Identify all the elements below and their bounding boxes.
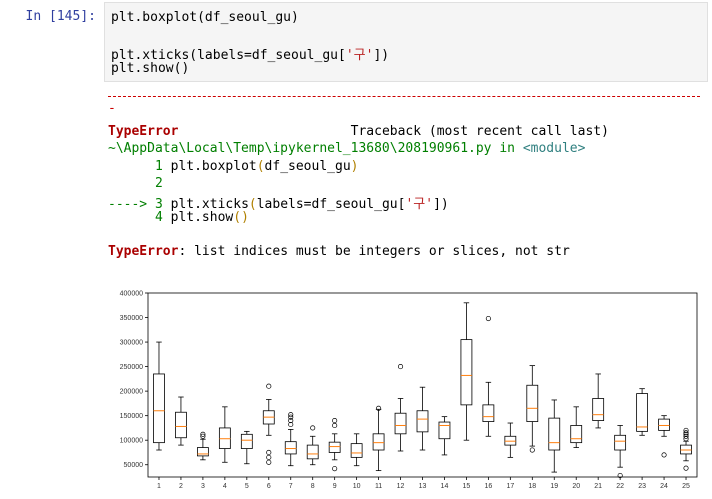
y-tick-label: 300000 <box>120 340 143 347</box>
x-tick-label: 5 <box>245 483 249 490</box>
x-tick-label: 17 <box>506 483 514 490</box>
box-flier <box>266 383 272 389</box>
traceback-divider <box>108 96 700 97</box>
traceback-location: ~\AppData\Local\Temp\ipykernel_13680\208… <box>108 141 586 156</box>
x-tick-label: 19 <box>550 483 558 490</box>
code-line: plt.boxplot(df_seoul_gu) <box>111 10 299 25</box>
x-tick-label: 16 <box>484 483 492 490</box>
y-tick-label: 100000 <box>120 438 143 445</box>
boxplot-chart: 50000 100000 150000 200000 250000 300000 35000… <box>120 291 698 490</box>
box-body <box>658 418 670 431</box>
x-tick-label: 12 <box>397 483 405 490</box>
box-flier <box>266 449 272 456</box>
box-flier <box>332 466 338 472</box>
x-tick-label: 18 <box>528 483 536 490</box>
error-message: TypeError: list indices must be integers… <box>108 244 570 259</box>
y-tick-label: 400000 <box>120 291 143 298</box>
y-tick-label: 50000 <box>124 462 144 469</box>
box-flier <box>397 364 404 370</box>
box-body <box>306 444 319 460</box>
box-body <box>175 411 187 439</box>
x-tick-label: 3 <box>201 483 205 490</box>
box-flier <box>266 459 272 465</box>
box-body <box>438 421 451 440</box>
box-flier <box>376 405 382 411</box>
x-tick-label: 4 <box>223 483 227 490</box>
box-flier <box>332 418 338 424</box>
x-tick-label: 6 <box>267 483 271 490</box>
x-tick-label: 13 <box>419 483 427 490</box>
box-body <box>218 427 231 449</box>
traceback-line-current: ----> 3 plt.xticks(labels=df_seoul_gu['구… <box>108 197 449 212</box>
box-body <box>394 412 407 435</box>
code-line: plt.show() <box>111 61 190 76</box>
x-tick-label: 25 <box>682 483 690 490</box>
box-body <box>153 373 165 444</box>
box-flier <box>683 433 689 439</box>
box-body <box>284 441 297 455</box>
box-flier <box>288 421 294 428</box>
box-body <box>372 433 385 451</box>
y-tick-label: 350000 <box>120 315 143 322</box>
x-tick-label: 10 <box>353 483 361 490</box>
box-body <box>460 339 473 406</box>
code-line: plt.xticks(labels=df_seoul_gu['구']) <box>111 48 390 63</box>
box-body <box>570 425 583 444</box>
box-flier <box>661 452 667 458</box>
x-tick-label: 8 <box>311 483 315 490</box>
x-tick-label: 1 <box>157 483 161 490</box>
box-flier <box>310 425 316 431</box>
box-flier <box>266 454 272 460</box>
x-tick-label: 15 <box>463 483 471 490</box>
code-cell[interactable]: plt.boxplot(df_seoul_gu) plt.xticks(labe… <box>104 2 708 82</box>
box-body <box>614 434 627 451</box>
x-tick-label: 23 <box>638 483 646 490</box>
x-tick-label: 9 <box>333 483 337 490</box>
x-tick-label: 14 <box>441 483 449 490</box>
box-body <box>240 433 253 449</box>
x-tick-label: 24 <box>660 483 668 490</box>
box-flier <box>617 472 623 479</box>
box-flier <box>683 465 689 471</box>
box-body <box>526 384 539 422</box>
x-tick-label: 22 <box>616 483 624 490</box>
box-flier <box>683 427 689 433</box>
input-prompt: In [145]: <box>25 9 96 24</box>
box-flier <box>200 433 206 439</box>
x-tick-label: 20 <box>572 483 580 490</box>
x-tick-label: 11 <box>375 483 382 490</box>
box-flier <box>288 418 294 424</box>
y-tick-label: 150000 <box>120 413 143 420</box>
box-flier <box>288 414 294 420</box>
traceback-line: 2 <box>108 176 163 191</box>
traceback-header: TypeError Traceback (most recent call la… <box>108 124 609 139</box>
box-body <box>197 447 209 457</box>
traceback-line: 1 plt.boxplot(df_seoul_gu) <box>108 159 359 174</box>
box-flier <box>332 422 338 429</box>
x-tick-label: 7 <box>289 483 293 490</box>
box-body <box>416 410 429 433</box>
box-body <box>548 417 561 451</box>
box-flier <box>683 431 689 437</box>
traceback-divider-cont: - <box>108 101 116 116</box>
box-flier <box>288 412 294 418</box>
box-flier <box>200 431 206 437</box>
box-flier <box>485 315 491 322</box>
box-body <box>482 404 495 422</box>
x-tick-label: 2 <box>179 483 183 490</box>
box-body <box>328 441 341 453</box>
traceback-line: 4 plt.show() <box>108 210 249 225</box>
x-tick-label: 21 <box>594 483 602 490</box>
box-body <box>592 398 605 421</box>
y-tick-label: 250000 <box>120 364 143 371</box>
box-body <box>636 393 648 432</box>
box-flier <box>683 430 689 436</box>
box-body <box>350 443 363 458</box>
box-flier <box>529 447 535 453</box>
y-tick-label: 200000 <box>120 389 143 396</box>
